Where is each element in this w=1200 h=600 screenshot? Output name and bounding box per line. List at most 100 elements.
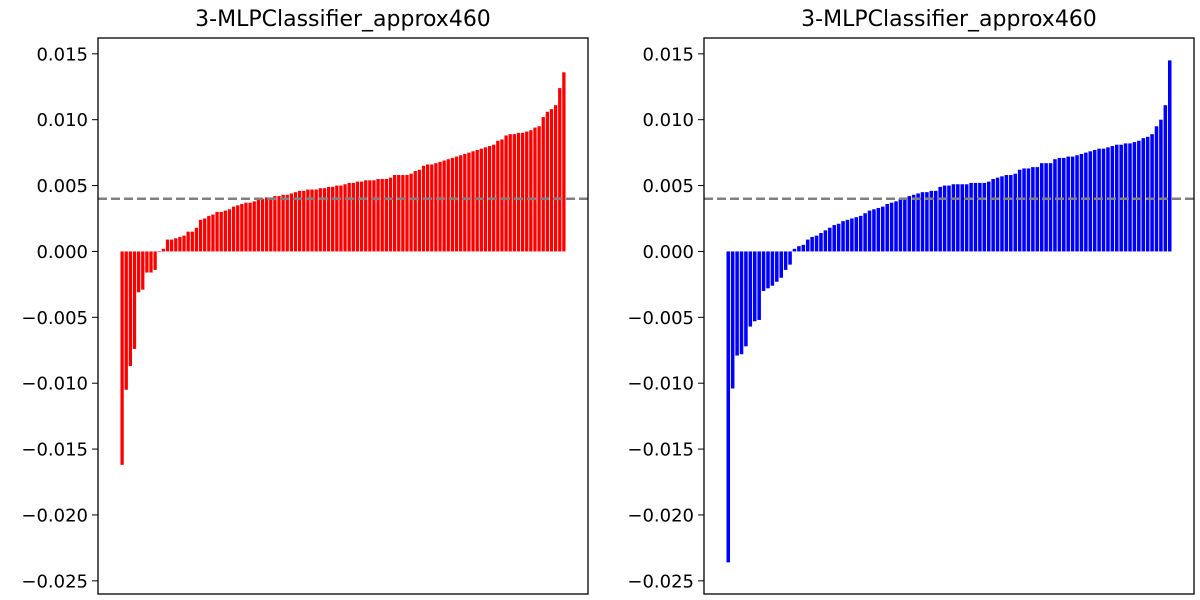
y-tick-label: 0.005 [36, 176, 88, 197]
bar [421, 165, 426, 252]
bar [244, 202, 248, 252]
bar [938, 186, 942, 252]
bar [792, 248, 797, 252]
bar [867, 210, 872, 252]
bar [779, 251, 783, 278]
bar [182, 235, 186, 252]
y-axis: 0.015 0.010 0.005 0.000 −0.005 −0.010 −0.015 −0… [627, 44, 704, 592]
bar [339, 185, 343, 252]
bar [1084, 152, 1088, 252]
bar [302, 190, 306, 252]
bar [203, 218, 207, 252]
y-tick-label: 0.015 [36, 44, 88, 65]
bar [285, 194, 289, 252]
chart-title: 3-MLPClassifier_approx460 [801, 7, 1097, 32]
plot-frame [703, 37, 1195, 595]
bar [1000, 176, 1004, 252]
bar [318, 188, 322, 252]
bar [306, 189, 310, 252]
bar [240, 204, 244, 252]
bar [520, 132, 525, 252]
bar [368, 180, 372, 252]
bar [508, 134, 512, 252]
bar [141, 251, 145, 290]
bar [929, 190, 934, 252]
chart-left: 3-MLPClassifier_approx460 0.015 0.010 0.00… [21, 7, 589, 595]
bar [1137, 140, 1141, 252]
bar [969, 182, 973, 252]
bar [260, 198, 265, 252]
bar [120, 251, 124, 465]
bar [128, 251, 133, 367]
bar [467, 152, 471, 252]
bar [355, 181, 360, 252]
bar [744, 251, 748, 347]
bar [1115, 144, 1119, 252]
bar [1075, 155, 1079, 252]
bar [236, 205, 240, 252]
bar [392, 175, 397, 252]
bar [978, 182, 982, 252]
bar [757, 251, 761, 320]
bar [553, 105, 558, 252]
bar [951, 184, 956, 252]
bar [359, 181, 364, 252]
bar [1141, 138, 1146, 252]
bar [1039, 163, 1044, 252]
bar [145, 251, 149, 273]
bar [248, 202, 252, 252]
bar [1145, 136, 1150, 252]
bar [459, 155, 463, 252]
bar [174, 238, 178, 252]
bar [252, 201, 256, 252]
bar [1022, 168, 1026, 252]
bar [231, 206, 236, 252]
bar [925, 192, 929, 252]
bar [351, 182, 355, 252]
bar [380, 178, 384, 252]
bar [1159, 119, 1163, 252]
bar [401, 175, 405, 252]
bar [797, 246, 801, 252]
bar [343, 184, 347, 252]
bar-series [120, 72, 566, 465]
bar [310, 189, 314, 252]
bar [836, 223, 841, 252]
bar [425, 164, 430, 252]
bar [165, 239, 170, 252]
bar [450, 157, 455, 252]
bar [942, 185, 947, 252]
y-tick-label: −0.010 [627, 374, 694, 395]
bar [823, 230, 828, 252]
bar [388, 177, 393, 252]
bar [730, 251, 735, 389]
bar [898, 198, 903, 252]
bar [1079, 153, 1084, 252]
bar [739, 251, 744, 355]
bar [562, 72, 566, 252]
bar [810, 236, 814, 252]
bar [1062, 157, 1066, 252]
bar [537, 126, 541, 252]
bar [1048, 163, 1053, 252]
bar [215, 211, 219, 252]
bar [1097, 148, 1101, 252]
bar [881, 206, 885, 252]
y-tick-label: −0.005 [21, 308, 88, 329]
bar [529, 130, 533, 252]
bar [364, 180, 368, 252]
y-tick-label: 0.000 [642, 242, 694, 263]
bar [347, 182, 351, 252]
chart-right: 3-MLPClassifier_approx460 0.015 0.010 0.00… [627, 7, 1195, 595]
y-tick-label: 0.015 [642, 44, 694, 65]
bar [161, 248, 166, 252]
bar [153, 251, 157, 270]
bar [1123, 143, 1128, 252]
y-tick-label: −0.025 [627, 571, 694, 592]
bar [995, 177, 1000, 252]
bar [788, 251, 792, 265]
bar [850, 218, 854, 252]
bar [1009, 175, 1013, 252]
bar [894, 201, 898, 252]
